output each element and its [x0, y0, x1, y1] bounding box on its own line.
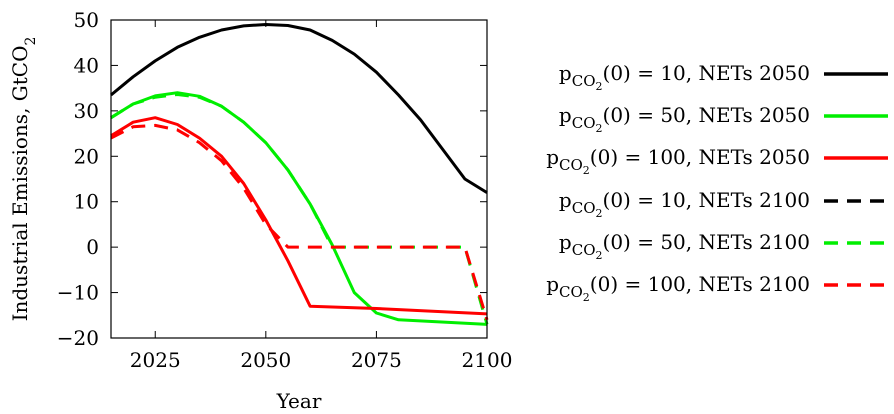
- legend-text-pre: p: [559, 103, 572, 127]
- legend-text-sub: CO: [572, 114, 596, 132]
- legend-text-post: (0) = 50, NETs 2050: [603, 103, 810, 127]
- y-tick-label: 40: [74, 53, 99, 77]
- legend-label-1: pCO2(0) = 10, NETs 2050: [559, 61, 810, 93]
- legend-text-pre: p: [559, 230, 572, 254]
- legend-label-3: pCO2(0) = 100, NETs 2050: [546, 145, 810, 177]
- legend-text-subsub: 2: [596, 207, 603, 220]
- series-line-1: [110, 23, 488, 194]
- legend-text-pre: p: [559, 61, 572, 85]
- y-axis-title-subscript: 2: [23, 37, 39, 46]
- x-tick-label: 2025: [130, 348, 181, 372]
- legend-text-subsub: 2: [583, 291, 590, 304]
- legend-text-sub: CO: [559, 156, 583, 174]
- x-tick-label: 2075: [351, 348, 402, 372]
- legend-label-5: pCO2(0) = 50, NETs 2100: [559, 230, 810, 262]
- legend-text-subsub: 2: [596, 80, 603, 93]
- legend-text-subsub: 2: [583, 164, 590, 177]
- legend-text-post: (0) = 50, NETs 2100: [603, 230, 810, 254]
- y-tick-label: −20: [57, 326, 99, 350]
- series-lines: [110, 23, 489, 326]
- legend-text-pre: p: [559, 188, 572, 212]
- legend-text-pre: p: [546, 145, 559, 169]
- y-tick-label: 10: [74, 190, 99, 214]
- legend-label-6: pCO2(0) = 100, NETs 2100: [546, 272, 810, 304]
- legend-label-2: pCO2(0) = 50, NETs 2050: [559, 103, 810, 135]
- x-tick-label: 2050: [240, 348, 291, 372]
- legend-text-pre: p: [546, 272, 559, 296]
- legend-text-post: (0) = 100, NETs 2050: [590, 145, 810, 169]
- x-axis-title: Year: [276, 389, 322, 413]
- series-line-6: [110, 123, 489, 321]
- legend-text-sub: CO: [572, 72, 596, 90]
- y-axis-title: Industrial Emissions, GtCO2: [8, 37, 39, 322]
- legend-label-4: pCO2(0) = 10, NETs 2100: [559, 188, 810, 220]
- legend-text-subsub: 2: [596, 122, 603, 135]
- y-tick-label: −10: [57, 281, 99, 305]
- legend-text-post: (0) = 10, NETs 2100: [603, 188, 810, 212]
- y-tick-label: 50: [74, 8, 99, 32]
- y-tick-label: 20: [74, 144, 99, 168]
- x-tick-label: 2100: [462, 348, 513, 372]
- legend-text-sub: CO: [572, 199, 596, 217]
- legend-text-post: (0) = 100, NETs 2100: [590, 272, 810, 296]
- plot-frame: [110, 19, 488, 339]
- y-tick-label: 0: [86, 235, 99, 259]
- legend-text-sub: CO: [572, 241, 596, 259]
- legend-text-sub: CO: [559, 283, 583, 301]
- axis-ticks: 2025 2050 2075 2100 −20 −10 0 10 20 30 40 50: [57, 8, 513, 372]
- legend-text-post: (0) = 10, NETs 2050: [603, 61, 810, 85]
- y-tick-label: 30: [74, 99, 99, 123]
- y-axis-title-main: Industrial Emissions, GtCO: [8, 46, 32, 322]
- series-line-3: [110, 116, 488, 316]
- legend-text-subsub: 2: [596, 249, 603, 262]
